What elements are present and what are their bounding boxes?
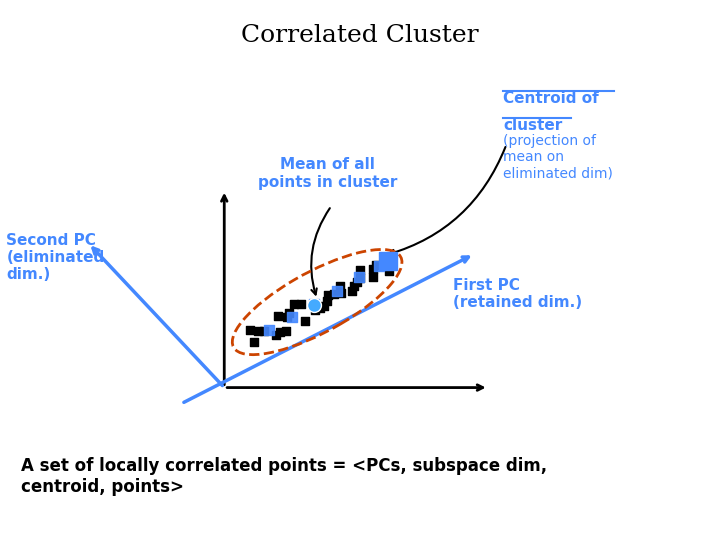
Point — [270, 330, 282, 339]
Point — [334, 282, 346, 291]
Point — [321, 297, 333, 306]
Point — [354, 274, 366, 282]
Point — [252, 327, 264, 335]
Point — [351, 278, 363, 286]
Text: Correlated Cluster: Correlated Cluster — [241, 24, 479, 47]
Text: Centroid of: Centroid of — [503, 91, 598, 106]
Point — [335, 289, 346, 298]
Point — [264, 326, 275, 334]
Point — [322, 291, 333, 300]
Point — [286, 313, 297, 321]
Text: (projection of
mean on
eliminated dim): (projection of mean on eliminated dim) — [503, 134, 613, 180]
Point — [354, 266, 365, 275]
Point — [319, 301, 330, 310]
Point — [314, 304, 325, 313]
Point — [281, 313, 292, 322]
Point — [331, 286, 343, 295]
Point — [346, 286, 358, 295]
Text: Second PC
(eliminated
dim.): Second PC (eliminated dim.) — [6, 233, 104, 282]
Point — [274, 328, 286, 336]
Point — [288, 300, 300, 308]
Point — [258, 326, 270, 335]
Point — [309, 299, 320, 308]
Point — [248, 338, 260, 346]
Point — [309, 306, 320, 315]
Point — [354, 273, 365, 282]
Point — [280, 327, 292, 335]
Point — [370, 261, 382, 270]
Point — [295, 299, 307, 308]
Text: A set of locally correlated points = <PCs, subspace dim,
centroid, points>: A set of locally correlated points = <PC… — [21, 457, 546, 496]
Point — [299, 317, 310, 326]
Point — [367, 265, 379, 274]
Point — [272, 312, 284, 320]
Point — [328, 289, 340, 298]
Text: First PC
(retained dim.): First PC (retained dim.) — [453, 278, 582, 310]
Point — [284, 309, 295, 318]
Point — [383, 267, 395, 275]
Point — [373, 261, 384, 270]
Point — [367, 272, 379, 281]
Point — [348, 281, 360, 290]
Text: Mean of all
points in cluster: Mean of all points in cluster — [258, 158, 397, 190]
Point — [244, 326, 256, 335]
Text: cluster: cluster — [503, 118, 562, 133]
